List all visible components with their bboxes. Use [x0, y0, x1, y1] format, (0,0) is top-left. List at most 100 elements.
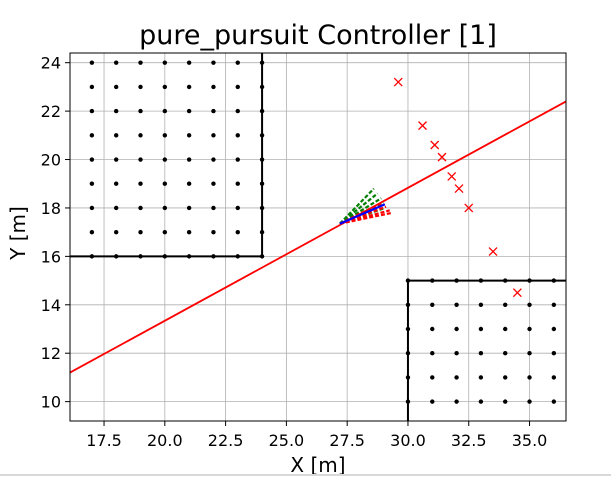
obstacle-point: [503, 326, 508, 332]
obstacle-point: [89, 229, 95, 235]
obstacle-point: [235, 157, 240, 162]
obstacle-point: [527, 351, 532, 356]
x-tick-label: 25.0: [269, 431, 305, 450]
obstacle-point: [430, 326, 435, 332]
obstacle-point: [211, 229, 216, 235]
chart-title: pure_pursuit Controller [1]: [139, 20, 497, 51]
obstacle-point: [478, 375, 484, 380]
waypoint-stroke: [437, 152, 447, 162]
obstacle-point: [430, 278, 435, 283]
obstacle-point: [259, 254, 265, 259]
obstacle-point: [186, 181, 192, 186]
waypoint-marker: [512, 288, 522, 298]
obstacle-point: [454, 399, 459, 404]
obstacle-point: [235, 60, 240, 65]
obstacle-point: [89, 60, 95, 65]
obstacle-point: [162, 60, 168, 65]
y-tick-label: 24: [41, 54, 61, 73]
obstacle-1: [70, 53, 265, 259]
obstacle-point: [478, 302, 484, 307]
x-axis: 17.5 20.0 22.5 25.0 27.5 30.0 32.5 35.0: [86, 421, 547, 450]
obstacle-point: [259, 205, 265, 211]
obstacle-point: [89, 133, 95, 138]
obstacle-point: [259, 181, 265, 186]
obstacle-point: [162, 205, 168, 211]
obstacle-point: [138, 181, 143, 186]
obstacle-point: [454, 326, 459, 332]
y-axis: 10 12 14 16 18 20 22 24: [41, 54, 70, 412]
waypoint-stroke: [447, 172, 457, 181]
obstacle-point: [211, 254, 216, 259]
obstacle-point: [527, 399, 532, 404]
waypoint-stroke: [512, 288, 522, 298]
y-tick-label: 12: [41, 344, 61, 363]
y-tick-label: 18: [41, 199, 61, 218]
obstacle-point: [259, 60, 265, 65]
waypoint-marker: [437, 152, 447, 162]
obstacle-point: [259, 229, 265, 235]
waypoint-stroke: [464, 203, 474, 213]
obstacle-point: [430, 375, 435, 380]
x-axis-label: X [m]: [290, 453, 345, 477]
x-tick-label: 35.0: [512, 431, 548, 450]
obstacle-point: [454, 375, 459, 380]
obstacle-point: [478, 351, 484, 356]
y-tick-label: 10: [41, 393, 61, 412]
obstacle-point: [235, 84, 240, 90]
obstacle-point: [186, 60, 192, 65]
obstacle-point: [235, 254, 240, 259]
waypoint-stroke: [488, 247, 498, 256]
obstacle-point: [259, 157, 265, 162]
reference-path-line: [70, 100, 566, 374]
obstacle-boundary: [70, 53, 264, 258]
obstacle-point: [527, 278, 532, 283]
y-axis-label: Y [m]: [6, 206, 30, 261]
rollout-red: [339, 211, 393, 225]
waypoint-stroke: [430, 140, 440, 150]
obstacle-point: [138, 254, 143, 259]
obstacle-point: [551, 375, 557, 380]
obstacle-point: [113, 229, 119, 235]
y-tick-label: 22: [41, 102, 61, 121]
obstacle-point: [113, 108, 119, 114]
x-tick-label: 22.5: [208, 431, 244, 450]
obstacle-point: [211, 181, 216, 186]
obstacle-point: [259, 108, 265, 114]
obstacle-point: [478, 278, 484, 283]
waypoint-marker: [464, 203, 474, 213]
obstacle-point: [430, 351, 435, 356]
obstacle-point: [551, 302, 557, 307]
obstacle-point: [454, 302, 459, 307]
obstacle-point: [186, 205, 192, 211]
obstacle-point: [186, 229, 192, 235]
obstacle-point: [162, 254, 168, 259]
obstacle-point: [259, 133, 265, 138]
obstacle-point: [405, 399, 411, 404]
obstacle-point: [186, 254, 192, 259]
waypoint-stroke: [393, 77, 403, 87]
waypoint-marker: [488, 247, 498, 256]
obstacle-point: [527, 326, 532, 332]
obstacle-point: [138, 84, 143, 90]
obstacle-point: [162, 133, 168, 138]
obstacle-point: [430, 302, 435, 307]
obstacle-point: [235, 133, 240, 138]
obstacle-point: [186, 157, 192, 162]
obstacle-point: [89, 254, 95, 259]
obstacle-point: [138, 229, 143, 235]
waypoint-marker: [430, 140, 440, 150]
obstacle-point: [405, 278, 411, 283]
obstacle-point: [138, 157, 143, 162]
obstacle-point: [503, 399, 508, 404]
obstacle-point: [138, 205, 143, 211]
obstacle-point: [551, 351, 557, 356]
waypoint-stroke: [418, 121, 428, 131]
obstacle-point: [211, 84, 216, 90]
obstacle-point: [478, 326, 484, 332]
x-tick-label: 27.5: [329, 431, 365, 450]
window-bottom-edge: [0, 474, 611, 476]
obstacle-point: [405, 375, 411, 380]
obstacle-point: [162, 84, 168, 90]
obstacle-point: [430, 399, 435, 404]
